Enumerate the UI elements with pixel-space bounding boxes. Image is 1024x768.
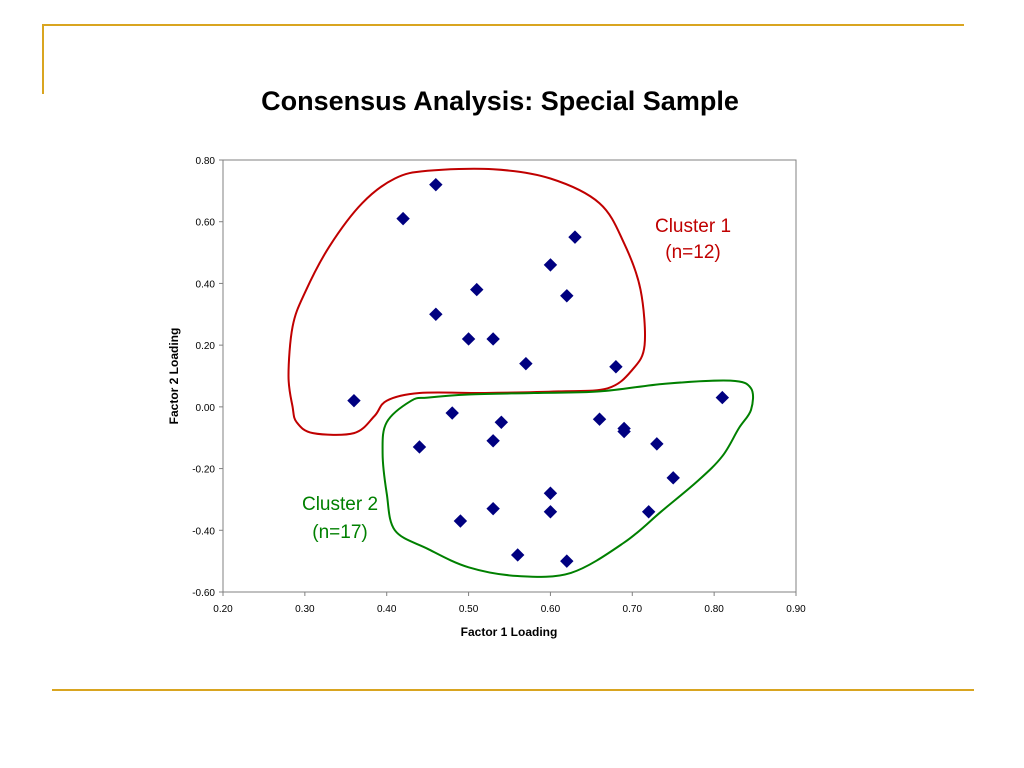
data-point <box>543 486 558 500</box>
data-point <box>617 424 631 439</box>
data-point <box>715 390 730 405</box>
y-tick-label: 0.80 <box>196 156 216 167</box>
x-tick-label: 0.70 <box>623 604 643 615</box>
plot-area <box>222 159 797 593</box>
left-rule <box>42 24 44 94</box>
data-point <box>486 434 500 448</box>
cluster-2-label: Cluster 2 (n=17) <box>302 494 378 543</box>
x-tick-label: 0.30 <box>295 604 315 615</box>
y-tick-label: 0.20 <box>196 341 216 352</box>
cluster-2-title: Cluster 2 <box>302 494 378 515</box>
data-point <box>543 258 558 272</box>
data-point <box>429 177 443 192</box>
data-point <box>461 332 476 346</box>
cluster-2-outline <box>381 379 755 578</box>
data-point <box>494 415 509 429</box>
cluster-1-label: Cluster 1 (n=12) <box>655 216 731 263</box>
y-tick-label: 0.00 <box>196 403 216 414</box>
data-point <box>429 307 443 321</box>
y-tick-label: 0.40 <box>196 279 216 290</box>
y-axis-label: Factor 2 Loading <box>167 328 181 425</box>
x-axis-label: Factor 1 Loading <box>461 625 558 639</box>
data-point <box>412 440 427 454</box>
y-tick-label: -0.40 <box>192 526 215 537</box>
x-tick-label: 0.50 <box>459 604 479 615</box>
x-tick-label: 0.90 <box>786 604 806 615</box>
data-points <box>347 177 730 568</box>
y-axis-ticks: 0.80 0.60 0.40 0.20 0.00 -0.20 -0.40 -0.60 <box>192 156 223 599</box>
x-axis-ticks: 0.20 0.30 0.40 0.50 0.60 0.70 0.80 0.90 <box>213 592 806 615</box>
data-point <box>470 282 484 297</box>
data-point <box>396 211 410 226</box>
data-point <box>650 437 664 451</box>
cluster-1-count: (n=12) <box>665 242 720 263</box>
y-tick-label: 0.60 <box>196 218 216 229</box>
data-point <box>609 360 623 374</box>
data-point <box>543 505 558 519</box>
cluster-outlines <box>287 167 755 578</box>
cluster-2-count: (n=17) <box>312 522 367 543</box>
x-tick-label: 0.20 <box>213 604 233 615</box>
data-point <box>568 230 582 244</box>
data-point <box>486 501 500 516</box>
data-point <box>560 554 574 568</box>
cluster-1-title: Cluster 1 <box>655 216 731 237</box>
data-point <box>519 356 533 371</box>
y-tick-label: -0.20 <box>192 465 215 476</box>
data-point <box>347 393 361 408</box>
x-tick-label: 0.60 <box>541 604 561 615</box>
cluster-1-outline <box>287 167 646 436</box>
data-point <box>641 505 656 519</box>
data-point <box>592 412 607 426</box>
data-point <box>510 548 525 562</box>
data-point <box>445 406 459 420</box>
bottom-rule <box>52 689 974 691</box>
data-point <box>486 332 500 346</box>
data-point <box>666 471 680 485</box>
data-point <box>560 289 574 303</box>
x-tick-label: 0.80 <box>704 604 724 615</box>
top-rule <box>42 24 964 26</box>
x-tick-label: 0.40 <box>377 604 397 615</box>
data-point <box>453 514 468 528</box>
slide-title: Consensus Analysis: Special Sample <box>261 86 739 116</box>
y-tick-label: -0.60 <box>192 588 215 599</box>
